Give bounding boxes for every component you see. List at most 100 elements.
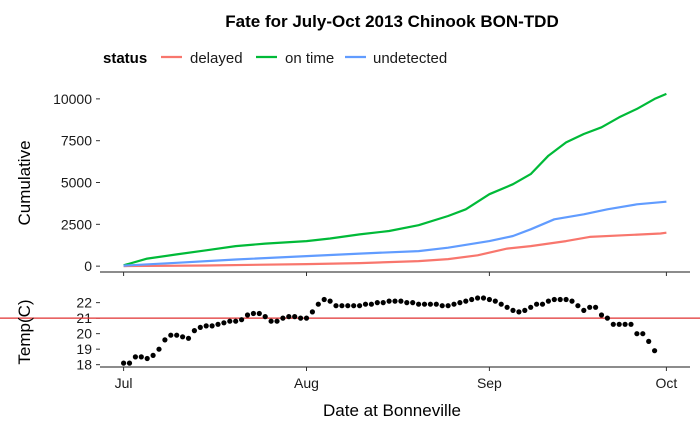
temperature-point [351,303,357,309]
temperature-point [132,354,138,360]
temperature-point [239,317,245,323]
temperature-point [640,331,646,337]
temperature-point [392,298,398,304]
temperature-point [516,309,522,315]
temperature-y-axis-title: Temp(C) [15,299,34,364]
temperature-point [162,337,168,343]
x-tick-label: Oct [656,375,678,391]
temperature-point [522,307,528,313]
temperature-point [368,301,374,307]
temperature-point [362,301,369,307]
temperature-point [191,328,197,334]
series-line-delayed [123,231,667,268]
temperature-point [268,318,274,324]
temperature-point [345,303,351,309]
cumulative-y-tick-label: 0 [84,258,92,274]
temperature-point [563,296,569,303]
temperature-point [492,298,498,304]
temperature-y-tick-label: 20 [76,326,92,342]
legend: status delayed on time undetected [103,50,447,67]
temperature-point [534,301,540,307]
temperature-point [557,296,563,303]
temperature-y-tick-label: 18 [76,357,92,373]
temperature-point [622,321,628,327]
temperature-point [250,310,256,317]
series-line-on-time [123,92,667,267]
temperature-point [227,318,233,324]
temperature-point [315,301,321,307]
chart-title: Fate for July-Oct 2013 Chinook BON-TDD [225,12,558,31]
legend-label-on-time: on time [285,50,334,67]
temperature-point [587,304,593,310]
temperature-point [439,303,445,309]
temperature-y-tick-label: 22 [76,295,92,311]
temperature-point [274,318,280,324]
temperature-point [581,307,587,313]
temperature-point [180,334,186,340]
x-tick-label: Sep [477,375,502,391]
temperature-point [604,315,611,321]
temperature-point [593,304,599,310]
temperature-point [197,324,203,330]
temperature-point [292,314,298,320]
temperature-point [144,355,150,362]
cumulative-y-tick-label: 10000 [53,91,92,107]
temperature-point [298,315,304,321]
temperature-point [280,315,286,321]
temperature-point [598,312,605,318]
temperature-point [138,354,144,360]
temperature-point [380,300,386,306]
cumulative-y-tick-label: 5000 [61,175,92,191]
cumulative-y-axis-title: Cumulative [15,140,34,225]
temperature-point [185,335,192,341]
temperature-point [646,338,652,344]
temperature-point [528,304,534,310]
legend-title: status [103,50,147,67]
cumulative-panel: 0 2500 5000 7500 10000 [53,91,690,274]
temperature-point [357,303,363,309]
temperature-point [321,296,327,303]
temperature-point [569,298,575,304]
temperature-point [551,296,557,303]
temperature-point [404,300,410,306]
temperature-point [156,346,162,352]
temperature-point [539,301,546,307]
temperature-point [398,298,404,304]
temperature-point [628,321,634,327]
temperature-point [504,304,510,310]
temperature-point [121,360,127,366]
temperature-point [486,296,492,303]
temperature-point [386,298,392,304]
temperature-point [262,314,268,320]
temperature-point [174,332,180,338]
temperature-point [221,320,227,326]
cumulative-y-tick-label: 2500 [61,216,92,232]
temperature-point [616,321,622,327]
temperature-point [286,314,292,320]
x-tick-label: Jul [115,375,133,391]
temperature-point [215,321,221,327]
temperature-point [303,315,310,321]
temperature-point [374,300,380,306]
temperature-point [498,301,504,307]
temperature-point [421,301,428,307]
temperature-point [333,303,339,309]
temperature-point [652,348,658,354]
temperature-point [433,301,439,307]
temperature-y-tick-label: 19 [76,341,92,357]
temperature-point [427,301,433,307]
legend-label-undetected: undetected [373,50,447,67]
temperature-point [416,301,422,307]
temperature-point [244,312,251,318]
temperature-point [203,323,209,329]
temperature-point [480,295,487,301]
temperature-point [168,332,174,338]
temperature-point [469,296,475,303]
temperature-point [410,300,416,306]
temperature-point [339,303,345,309]
legend-label-delayed: delayed [190,50,243,67]
x-tick-label: Aug [294,375,319,391]
temperature-point [610,321,616,327]
temperature-point [309,309,315,315]
